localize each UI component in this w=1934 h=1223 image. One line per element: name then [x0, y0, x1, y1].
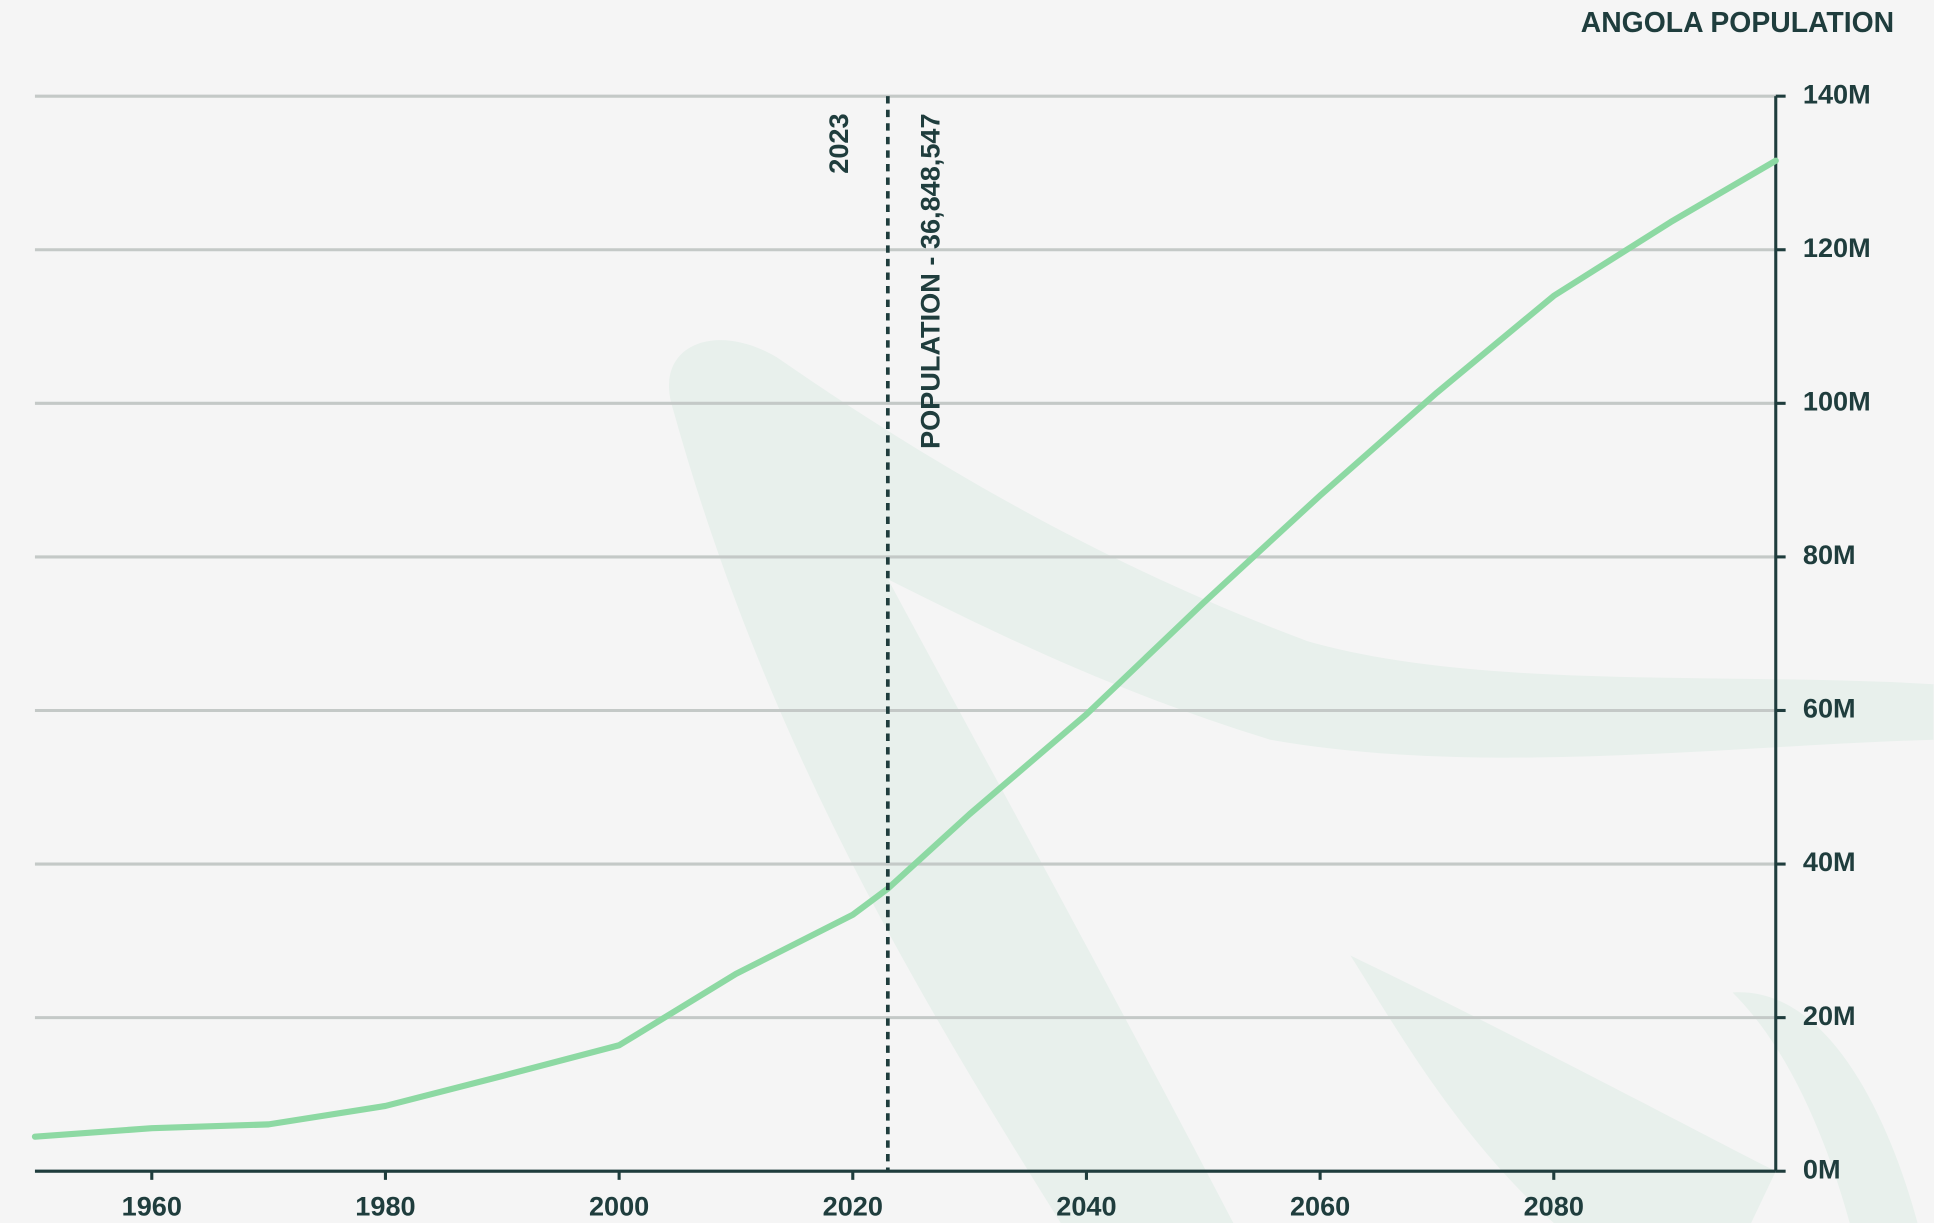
marker-text: POPULATION - 36,848,547 — [914, 113, 945, 448]
x-tick-label: 2080 — [1524, 1190, 1584, 1221]
x-tick-label: 1960 — [122, 1190, 182, 1221]
y-tick-label: 100M — [1803, 385, 1871, 416]
x-tick-label: 1980 — [355, 1190, 415, 1221]
y-tick-label: 80M — [1803, 539, 1856, 570]
marker-year: 2023 — [823, 113, 854, 173]
x-tick-label: 2000 — [589, 1190, 649, 1221]
y-tick-label: 20M — [1803, 1000, 1856, 1031]
y-tick-label: 140M — [1803, 78, 1871, 109]
y-tick-label: 60M — [1803, 693, 1856, 724]
decoration — [669, 340, 1934, 1223]
chart-title: ANGOLA POPULATION — [1581, 7, 1894, 39]
y-tick-label: 40M — [1803, 846, 1856, 877]
x-tick-label: 2040 — [1056, 1190, 1116, 1221]
x-tick-label: 2020 — [823, 1190, 883, 1221]
y-tick-label: 120M — [1803, 232, 1871, 263]
x-tick-label: 2060 — [1290, 1190, 1350, 1221]
y-tick-label: 0M — [1803, 1153, 1841, 1184]
